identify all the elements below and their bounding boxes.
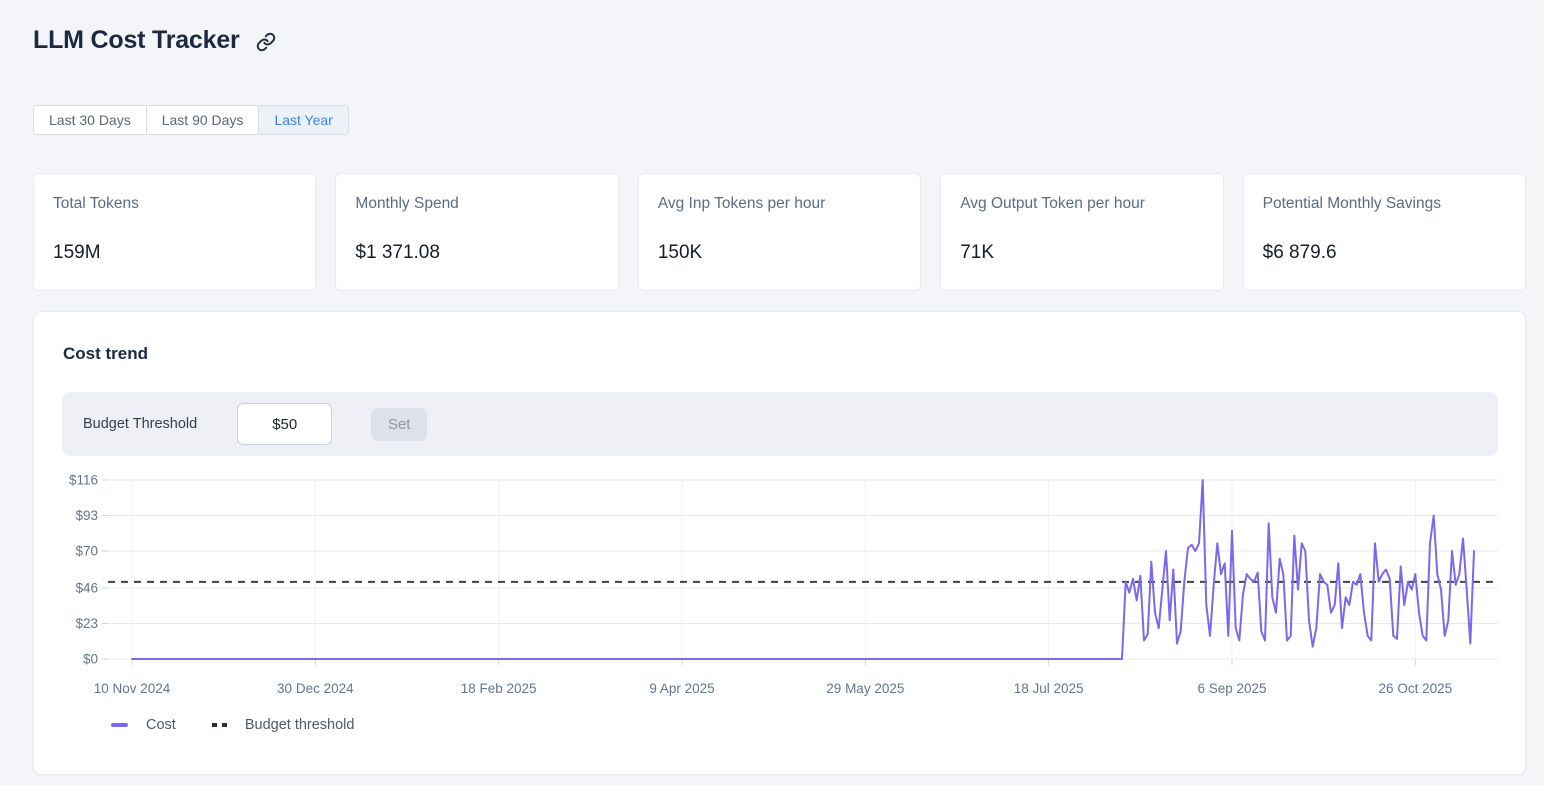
budget-threshold-input[interactable]: [237, 403, 333, 445]
svg-text:18 Jul 2025: 18 Jul 2025: [1014, 681, 1084, 696]
svg-text:10 Nov 2024: 10 Nov 2024: [94, 681, 171, 696]
chart-legend: Cost Budget threshold: [111, 717, 354, 733]
legend-item-cost: Cost: [111, 717, 176, 733]
budget-threshold-label: Budget Threshold: [83, 416, 198, 432]
svg-text:$23: $23: [75, 616, 98, 631]
cost-line-swatch: [111, 723, 128, 727]
svg-text:30 Dec 2024: 30 Dec 2024: [277, 681, 354, 696]
svg-text:18 Feb 2025: 18 Feb 2025: [461, 681, 537, 696]
tab-last-30-days[interactable]: Last 30 Days: [33, 105, 147, 135]
stat-card-value: $1 371.08: [355, 242, 440, 263]
stat-card-label: Total Tokens: [53, 195, 139, 212]
stat-card-avg-input-tokens: Avg Inp Tokens per hour 150K: [637, 173, 922, 291]
svg-text:29 May 2025: 29 May 2025: [826, 681, 904, 696]
stat-card-label: Avg Inp Tokens per hour: [657, 195, 826, 212]
svg-text:$116: $116: [69, 473, 98, 488]
stat-card-value: 71K: [960, 242, 995, 263]
set-threshold-button[interactable]: Set: [371, 407, 428, 441]
stat-card-total-tokens: Total Tokens 159M: [33, 173, 317, 291]
time-range-tabs: Last 30 Days Last 90 Days Last Year: [33, 105, 349, 135]
link-icon[interactable]: [256, 32, 276, 52]
page-title: LLM Cost Tracker: [33, 26, 240, 54]
stat-card-label: Potential Monthly Savings: [1262, 195, 1441, 212]
legend-item-budget-threshold: Budget threshold: [211, 717, 355, 733]
stat-card-label: Monthly Spend: [355, 195, 459, 212]
svg-text:$46: $46: [75, 581, 98, 596]
stat-card-label: Avg Output Token per hour: [960, 195, 1145, 212]
budget-threshold-swatch: [211, 723, 227, 727]
tab-last-year[interactable]: Last Year: [258, 105, 349, 135]
stat-card-value: 159M: [53, 242, 101, 263]
legend-label: Cost: [146, 717, 176, 733]
budget-threshold-bar: Budget Threshold Set: [62, 392, 1498, 456]
stat-card-value: $6 879.6: [1262, 242, 1337, 263]
stat-card-avg-output-tokens: Avg Output Token per hour 71K: [940, 173, 1224, 291]
stat-card-value: 150K: [657, 242, 703, 263]
stat-cards-row: Total Tokens 159M Monthly Spend $1 371.0…: [33, 173, 1527, 291]
cost-trend-panel: Cost trend Budget Threshold Set 10 Nov 2…: [33, 311, 1526, 775]
svg-text:$0: $0: [83, 652, 98, 667]
legend-label: Budget threshold: [244, 717, 355, 733]
stat-card-potential-savings: Potential Monthly Savings $6 879.6: [1242, 173, 1527, 291]
stat-card-monthly-spend: Monthly Spend $1 371.08: [335, 173, 619, 291]
svg-text:26 Oct 2025: 26 Oct 2025: [1379, 681, 1453, 696]
cost-trend-title: Cost trend: [63, 344, 148, 363]
cost-trend-chart: 10 Nov 2024 30 Dec 2024 18 Feb 2025 9 Apr 2…: [69, 473, 1498, 696]
page-header: LLM Cost Tracker: [33, 26, 276, 55]
svg-text:6 Sep 2025: 6 Sep 2025: [1197, 681, 1266, 696]
svg-text:$70: $70: [75, 543, 98, 558]
svg-text:$93: $93: [75, 508, 98, 523]
svg-text:9 Apr 2025: 9 Apr 2025: [649, 681, 714, 696]
tab-last-90-days[interactable]: Last 90 Days: [145, 105, 260, 135]
